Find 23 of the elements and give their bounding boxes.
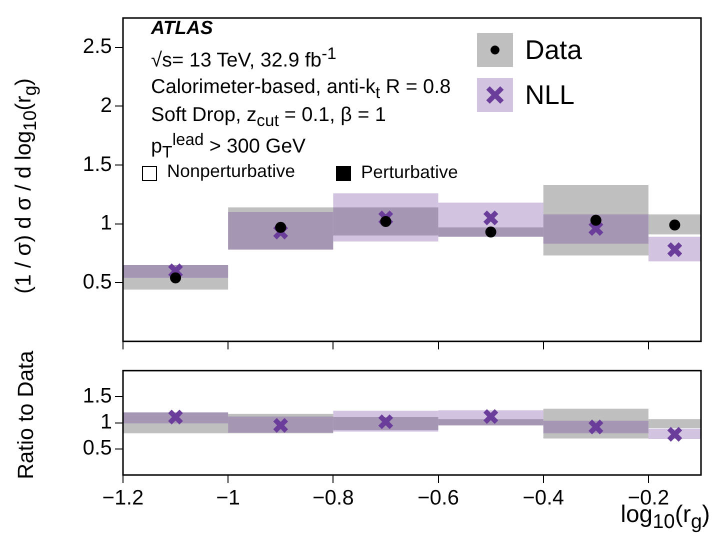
y-axis-title: Ratio to Data: [13, 350, 38, 480]
annotation: √s= 13 TeV, 32.9 fb$^{-1}$: [151, 44, 336, 72]
x-tick-label: −0.4: [522, 486, 564, 510]
y-tick-label: 1: [100, 212, 112, 235]
y-tick-label: 0.5: [82, 436, 112, 460]
x-tick-label: −0.6: [418, 486, 460, 510]
annotation: Perturbative: [361, 162, 458, 182]
y-tick-label: 1.5: [82, 384, 112, 408]
y-tick-label: 2: [100, 94, 112, 117]
legend-label: Data: [525, 34, 582, 66]
annotation: Calorimeter-based, anti-k$_{t}$ R = 0.8: [151, 76, 451, 102]
y-tick-label: 0.5: [82, 270, 112, 294]
x-tick-label: −1: [216, 486, 240, 510]
annotation: Nonperturbative: [167, 161, 296, 181]
annotation: ATLAS: [151, 18, 213, 39]
y-tick-label: 1.5: [82, 152, 112, 176]
annotation: p$_{T}$$^{lead}$ > 300 GeV: [151, 130, 306, 162]
annotation: Soft Drop, z$_{cut}$ = 0.1, β = 1: [151, 104, 386, 130]
x-tick-label: −0.8: [312, 486, 354, 510]
legend-label: NLL: [525, 80, 575, 110]
x-tick-label: −1.2: [102, 486, 144, 510]
y-tick-label: 1: [100, 410, 112, 434]
y-tick-label: 2.5: [82, 35, 112, 58]
